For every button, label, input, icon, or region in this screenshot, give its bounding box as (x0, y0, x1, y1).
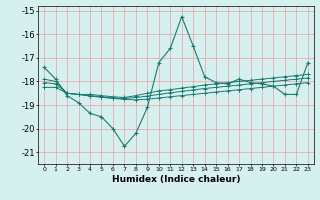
X-axis label: Humidex (Indice chaleur): Humidex (Indice chaleur) (112, 175, 240, 184)
